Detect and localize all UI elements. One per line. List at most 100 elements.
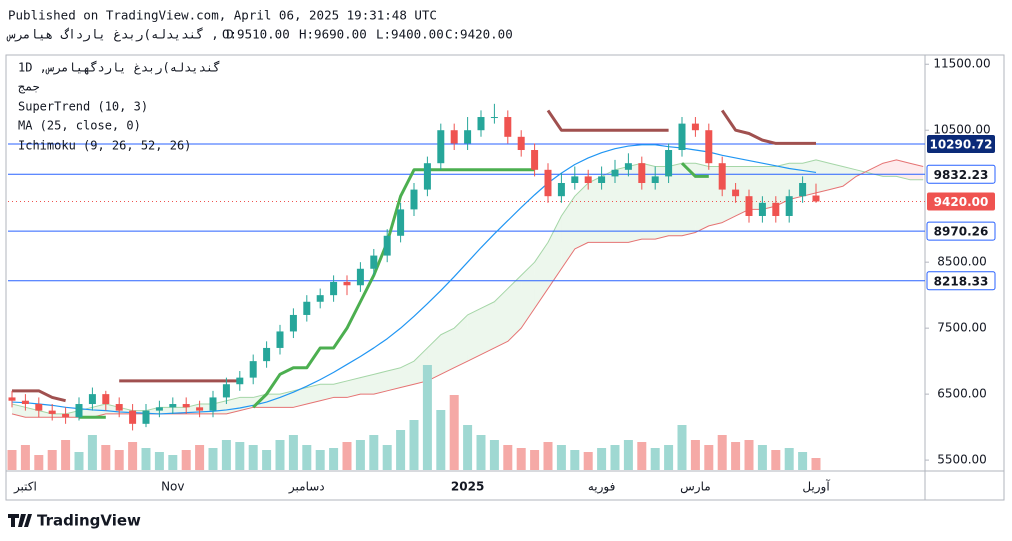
candle-body bbox=[303, 301, 311, 315]
candle-body bbox=[651, 176, 659, 183]
x-tick-label: 2025 bbox=[451, 480, 484, 494]
legend-ma: MA (25, close, 0) bbox=[18, 119, 141, 133]
volume-bar bbox=[476, 435, 486, 470]
x-tick-label: دسامبر bbox=[288, 480, 325, 495]
y-tick-label: 5500.00 bbox=[937, 453, 987, 467]
volume-bar bbox=[543, 442, 553, 470]
level-label-bg bbox=[926, 271, 996, 291]
volume-bar bbox=[597, 448, 607, 470]
y-tick-label: 6500.00 bbox=[937, 387, 987, 401]
volume-bar bbox=[704, 445, 714, 470]
x-tick-label: Nov bbox=[161, 480, 184, 494]
volume-bar bbox=[315, 450, 325, 470]
candle-body bbox=[222, 384, 230, 398]
volume-bar bbox=[744, 440, 754, 470]
volume-bar bbox=[181, 450, 191, 470]
candle-body bbox=[129, 410, 137, 424]
volume-bar bbox=[74, 452, 84, 470]
candle-body bbox=[249, 361, 257, 378]
volume-bar bbox=[154, 452, 164, 470]
volume-bar bbox=[87, 435, 97, 470]
legend-supertrend: SuperTrend (10, 3) bbox=[18, 100, 148, 114]
legend-symbol: 1D ,گندیدله)ربدغ یاردگهیامرس bbox=[18, 61, 220, 76]
candle-body bbox=[102, 394, 110, 405]
volume-bar bbox=[235, 442, 245, 470]
volume-bar bbox=[516, 448, 526, 470]
brand-logo: TradingView bbox=[8, 512, 141, 530]
candle-body bbox=[517, 136, 525, 151]
x-tick-label: فوریه bbox=[588, 480, 616, 495]
volume-bar bbox=[717, 435, 727, 470]
level-label-bg bbox=[926, 221, 996, 241]
candle-body bbox=[705, 130, 713, 164]
cloud-fill bbox=[333, 380, 347, 398]
level-label: 9420.00 bbox=[934, 195, 989, 209]
brand-name: TradingView bbox=[37, 512, 141, 530]
cloud-fill bbox=[574, 182, 589, 249]
header-close: C:9420.00 bbox=[445, 27, 513, 42]
cloud-fill bbox=[494, 288, 508, 348]
candle-body bbox=[464, 130, 472, 144]
candle-body bbox=[598, 176, 606, 183]
candle-body bbox=[169, 404, 177, 408]
candle-body bbox=[772, 202, 780, 216]
candle-body bbox=[423, 163, 431, 190]
cloud-fill bbox=[601, 169, 615, 243]
y-tick-label: 10500.00 bbox=[933, 123, 990, 137]
cloud-fill bbox=[548, 215, 562, 289]
y-tick-label: 8500.00 bbox=[937, 255, 987, 269]
volume-bar bbox=[798, 452, 808, 470]
volume-bar bbox=[530, 450, 540, 470]
volume-bar bbox=[208, 448, 218, 470]
volume-bar bbox=[221, 440, 231, 470]
x-tick-label: آوریل bbox=[802, 479, 830, 495]
candle-body bbox=[263, 347, 271, 362]
cloud-fill bbox=[373, 371, 388, 395]
candle-body bbox=[21, 400, 29, 405]
candle-body bbox=[289, 314, 297, 332]
candle-body bbox=[356, 268, 364, 286]
candle-body bbox=[718, 163, 726, 190]
candle-body bbox=[330, 281, 338, 296]
candle-body bbox=[209, 397, 217, 411]
header-ohlc: گندیدله)ربدغ یارداگ هیامرس , D O:9510.00… bbox=[6, 27, 513, 43]
candle-body bbox=[571, 176, 579, 183]
volume-bar bbox=[168, 455, 178, 470]
cloud-fill bbox=[387, 367, 401, 391]
logo-icon bbox=[8, 514, 32, 527]
candle-body bbox=[624, 163, 632, 170]
candle-body bbox=[584, 176, 592, 183]
volume-bar bbox=[637, 442, 647, 470]
volume-bar bbox=[409, 420, 419, 470]
header-open: O:9510.00 bbox=[222, 27, 290, 42]
cloud-fill bbox=[186, 404, 200, 414]
volume-bar bbox=[463, 425, 473, 470]
candle-body bbox=[196, 407, 204, 411]
level-label-bg bbox=[927, 135, 995, 154]
volume-bar bbox=[757, 445, 767, 470]
chart-frame bbox=[5, 54, 1005, 501]
volume-bar bbox=[570, 450, 580, 470]
legend-exchange: جمج bbox=[18, 80, 40, 94]
x-tick-label: اکتبر bbox=[13, 480, 37, 495]
volume-bar bbox=[449, 395, 459, 470]
y-tick-label: 11500.00 bbox=[933, 57, 990, 71]
cloud-fill bbox=[909, 163, 924, 180]
level-label-bg bbox=[927, 192, 995, 211]
volume-bar bbox=[7, 450, 17, 470]
candle-body bbox=[812, 195, 820, 202]
volume-bar bbox=[731, 442, 741, 470]
cloud-fill bbox=[615, 166, 629, 243]
volume-bar bbox=[342, 442, 352, 470]
cloud-fill bbox=[440, 328, 455, 375]
candle-body bbox=[8, 397, 16, 401]
cloud-fill bbox=[561, 196, 575, 269]
level-label: 10290.72 bbox=[929, 138, 992, 152]
volume-bar bbox=[382, 445, 392, 470]
volume-bar bbox=[623, 440, 633, 470]
volume-bar bbox=[262, 450, 272, 470]
cloud-fill bbox=[507, 275, 522, 342]
cloud-fill bbox=[588, 176, 602, 243]
cloud-fill bbox=[38, 410, 53, 418]
